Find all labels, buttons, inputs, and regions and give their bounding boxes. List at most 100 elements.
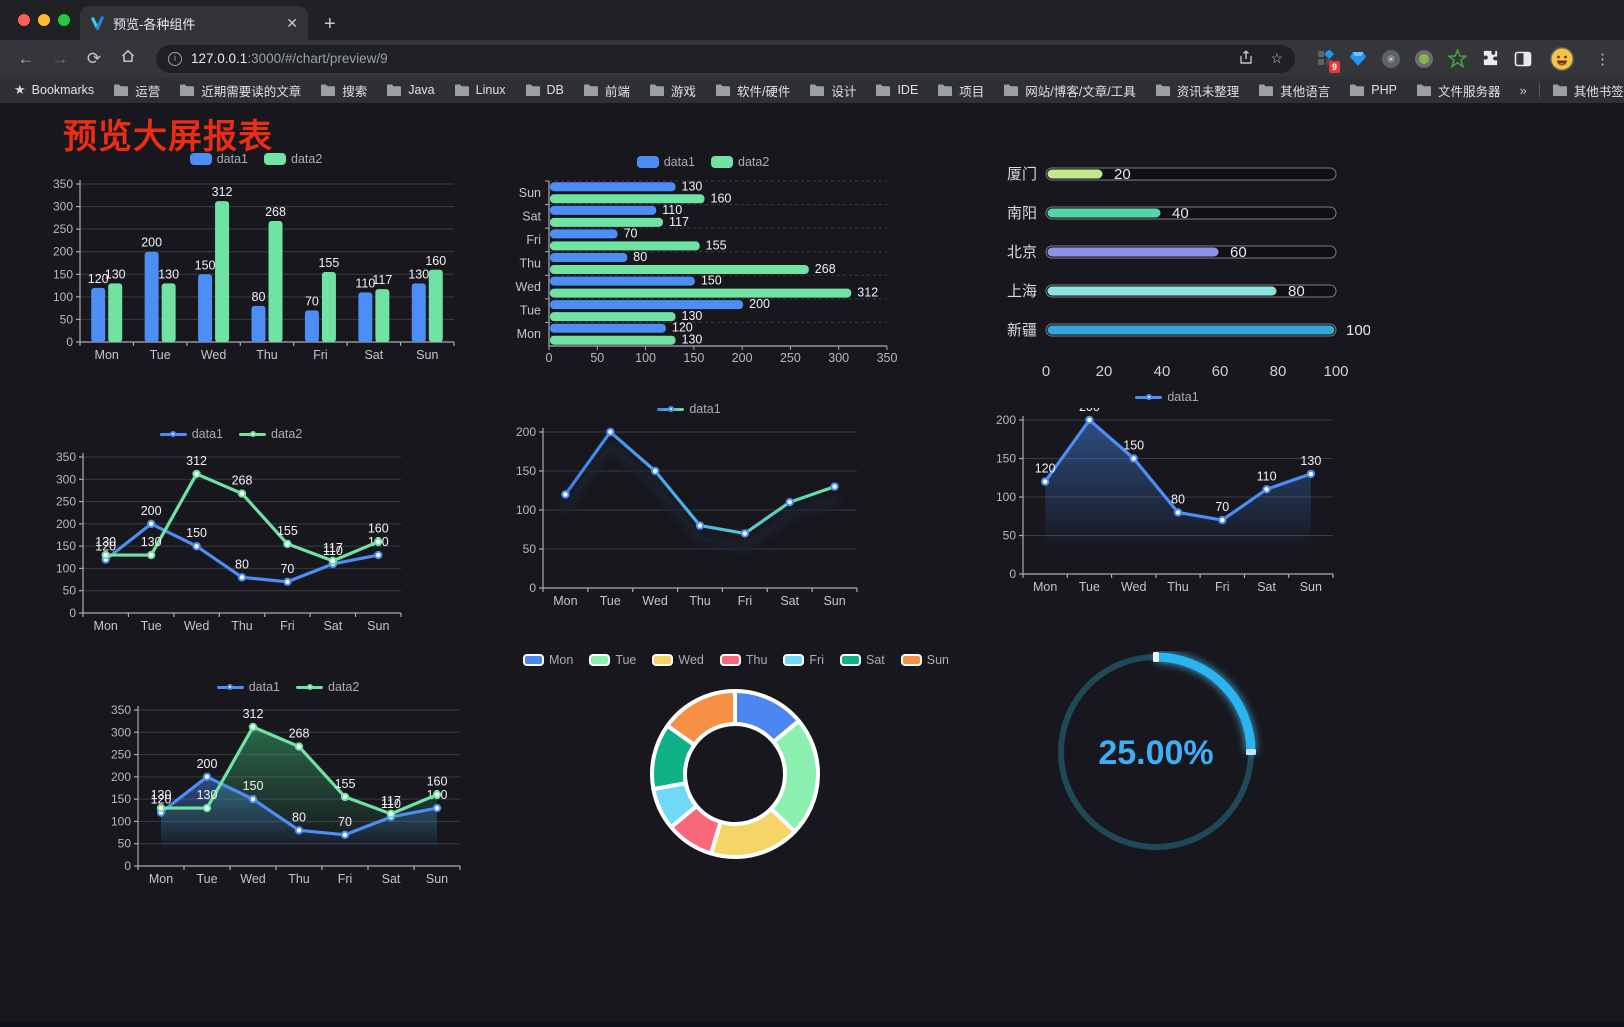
svg-text:上海: 上海 — [1007, 283, 1037, 300]
bookmark-folder[interactable]: 资讯未整理 — [1155, 81, 1239, 100]
chart-line-two-series[interactable]: data1 data2 0 50 100 150 200 250 300 350 Mon Tue Wed… — [45, 425, 417, 637]
svg-text:Sun: Sun — [426, 872, 448, 886]
svg-text:250: 250 — [53, 222, 73, 236]
legend-label: data1 — [248, 680, 280, 694]
extension-gem-icon[interactable] — [1348, 49, 1368, 69]
svg-text:50: 50 — [118, 837, 132, 851]
share-icon[interactable] — [1239, 50, 1253, 68]
svg-text:80: 80 — [1288, 283, 1305, 300]
legend-item[interactable]: data1 — [1135, 390, 1199, 404]
legend-label: data1 — [216, 152, 248, 166]
legend-item[interactable]: data2 — [264, 152, 322, 166]
bookmark-folder[interactable]: 运营 — [113, 81, 160, 100]
chart-line-area[interactable]: data1 0 50 100 150 200 Mon Tue Wed Thu Fri Sat Sun 12… — [985, 388, 1349, 598]
svg-text:130: 130 — [408, 267, 429, 281]
tab-close-icon[interactable]: ✕ — [286, 14, 298, 31]
bookmark-folder[interactable]: 设计 — [809, 81, 856, 100]
reload-icon[interactable]: ⟳ — [86, 48, 102, 68]
legend-swatch — [296, 681, 323, 694]
extension-asterisk-icon[interactable]: ✳ — [1381, 49, 1401, 69]
address-bar[interactable]: i 127.0.0.1:3000/#/chart/preview/9 ☆ — [156, 44, 1295, 73]
svg-text:150: 150 — [243, 779, 264, 793]
svg-text:150: 150 — [683, 351, 704, 365]
legend-item[interactable]: Sat — [840, 653, 885, 667]
legend-item[interactable]: data2 — [711, 155, 769, 169]
legend-item[interactable]: Sun — [900, 653, 949, 667]
legend-item[interactable]: Thu — [719, 653, 768, 667]
bookmark-folder[interactable]: 其他语言 — [1258, 81, 1330, 100]
svg-text:200: 200 — [53, 245, 73, 259]
forward-icon[interactable]: → — [51, 48, 69, 68]
browser-menu-icon[interactable]: ⋮ — [1595, 50, 1610, 68]
chart-donut[interactable]: Mon Tue Wed Thu Fri Sat Sun — [522, 651, 949, 899]
legend-item[interactable]: data2 — [239, 427, 302, 441]
site-info-icon[interactable]: i — [168, 51, 182, 66]
bookmark-folder[interactable]: Linux — [454, 81, 506, 100]
svg-text:250: 250 — [56, 495, 76, 509]
legend-item[interactable]: data1 — [216, 680, 280, 694]
bookmark-star-icon[interactable]: ☆ — [1270, 50, 1283, 66]
legend-item[interactable]: data2 — [296, 680, 359, 694]
svg-text:200: 200 — [732, 351, 753, 365]
legend-item[interactable]: data1 — [636, 155, 695, 169]
bookmarks-overflow-icon[interactable]: » — [1519, 82, 1527, 98]
extension-record-icon[interactable] — [1414, 49, 1434, 69]
legend-item[interactable]: data1 — [189, 152, 248, 166]
svg-text:80: 80 — [235, 557, 249, 571]
chart-progress-bars[interactable]: 厦门 20 南阳 40 北京 60 上海 80 新疆 100 0 20 40 60 80 100 — [990, 158, 1371, 390]
chart-area-two-series[interactable]: data1 data2 0 50 100 150 200 250 300 350 Mon Tue Wed… — [100, 678, 476, 890]
folder-icon — [454, 84, 469, 96]
back-icon[interactable]: ← — [17, 48, 35, 68]
bookmark-folder[interactable]: PHP — [1349, 81, 1397, 100]
legend-label: Fri — [809, 653, 824, 667]
other-bookmarks[interactable]: 其他书签 — [1552, 81, 1624, 100]
svg-text:Wed: Wed — [184, 619, 210, 633]
bookmark-folder[interactable]: 文件服务器 — [1416, 81, 1500, 100]
chart-bar-grouped[interactable]: data1 data2 0 50 100 150 200 250 300 350 Mon 120 130… — [42, 150, 470, 366]
bookmark-folder[interactable]: 软件/硬件 — [715, 81, 790, 100]
chart-gauge[interactable]: 25.00% — [1045, 651, 1267, 866]
url-text: 127.0.0.1:3000/#/chart/preview/9 — [191, 51, 388, 66]
new-tab-button[interactable]: + — [324, 13, 336, 35]
bookmark-folder[interactable]: IDE — [875, 81, 918, 100]
bookmark-folder[interactable]: 前端 — [583, 81, 630, 100]
bookmarks-label: Bookmarks — [31, 83, 95, 97]
bookmark-folder[interactable]: 游戏 — [649, 81, 696, 100]
legend-label: Thu — [745, 653, 768, 667]
legend-label: Tue — [615, 653, 637, 667]
legend-label: Sat — [866, 653, 885, 667]
legend-item[interactable]: Fri — [783, 653, 824, 667]
svg-text:Fri: Fri — [338, 872, 353, 886]
legend-item[interactable]: Wed — [652, 653, 704, 667]
bookmark-folder[interactable]: Java — [386, 81, 435, 100]
star-icon: ★ — [14, 82, 26, 97]
window-minimize-button[interactable] — [38, 14, 50, 26]
svg-text:150: 150 — [996, 452, 1016, 466]
extension-star-icon[interactable] — [1447, 49, 1467, 69]
browser-tab[interactable]: 预览-各种组件 ✕ — [80, 6, 308, 40]
extension-puzzle-icon[interactable] — [1480, 49, 1500, 69]
bookmark-folder[interactable]: 搜索 — [320, 81, 367, 100]
svg-text:Fri: Fri — [280, 619, 295, 633]
chart-bar-horizontal[interactable]: data1 data2 0 50 100 150 200 250 300 350 Mon 120 130… — [505, 153, 901, 368]
side-panel-icon[interactable] — [1513, 49, 1533, 69]
window-close-button[interactable] — [18, 14, 30, 26]
bookmark-folder[interactable]: 项目 — [937, 81, 984, 100]
legend-item[interactable]: data1 — [159, 427, 223, 441]
bookmark-folder[interactable]: 网站/博客/文章/工具 — [1003, 81, 1136, 100]
folder-icon — [1155, 84, 1170, 96]
legend-item[interactable]: data1 — [657, 402, 721, 416]
bookmarks-manager[interactable]: ★ Bookmarks — [14, 82, 94, 98]
extension-grid-icon[interactable]: 9 — [1315, 49, 1340, 73]
legend-item[interactable]: Tue — [589, 653, 636, 667]
bookmark-folder[interactable]: DB — [525, 81, 564, 100]
svg-text:Fri: Fri — [526, 233, 541, 247]
bookmark-folder[interactable]: 近期需要读的文章 — [179, 81, 301, 100]
window-zoom-button[interactable] — [58, 14, 70, 26]
profile-avatar[interactable] — [1550, 46, 1574, 71]
page-content: 预览大屏报表 data1 data2 0 50 100 150 200 250 300 350 Mo… — [0, 103, 1624, 1027]
chart-line-gradient[interactable]: data1 0 50 100 150 200 Mon Tue Wed Thu Fri Sat Sun — [505, 400, 873, 612]
legend-item[interactable]: Mon — [522, 653, 573, 667]
svg-text:Wed: Wed — [1121, 580, 1147, 594]
home-icon[interactable] — [114, 48, 142, 69]
